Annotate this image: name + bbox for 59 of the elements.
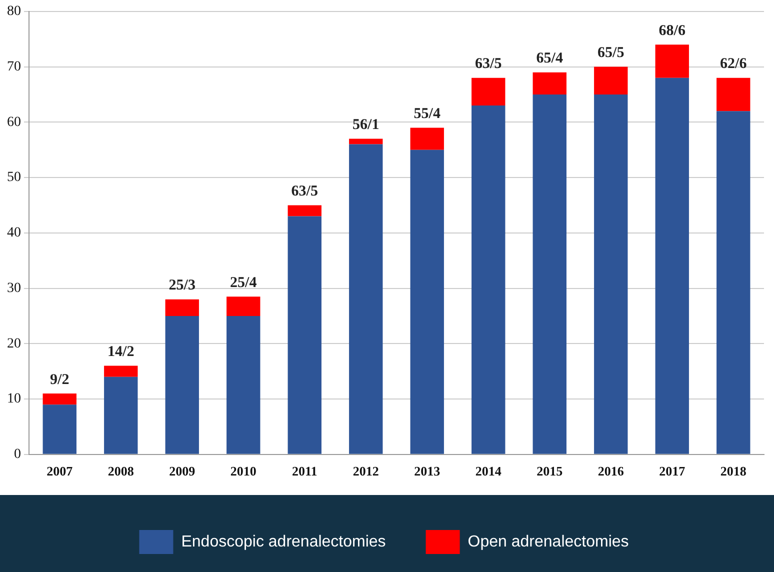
legend-label: Open adrenalectomies bbox=[468, 533, 629, 550]
bar bbox=[104, 376, 138, 454]
y-tick-label: 70 bbox=[7, 59, 21, 74]
total-label: 68/6 bbox=[658, 23, 686, 39]
bar bbox=[472, 78, 506, 106]
bar bbox=[716, 78, 750, 112]
x-tick-label: 2008 bbox=[108, 464, 134, 479]
bar bbox=[532, 72, 566, 94]
total-label: 55/4 bbox=[414, 106, 441, 122]
total-label: 9/2 bbox=[50, 372, 70, 388]
x-tick-label: 2018 bbox=[720, 464, 747, 479]
y-tick-label: 30 bbox=[7, 280, 21, 296]
x-tick-label: 2011 bbox=[292, 464, 318, 479]
total-label: 65/4 bbox=[536, 50, 564, 67]
total-label: 25/3 bbox=[168, 278, 196, 294]
x-tick-label: 2016 bbox=[598, 464, 624, 479]
bar bbox=[104, 366, 138, 377]
total-label: 63/5 bbox=[475, 56, 502, 72]
x-tick-label: 2012 bbox=[352, 464, 379, 479]
total-label: 63/5 bbox=[291, 184, 318, 200]
bar bbox=[42, 393, 76, 405]
x-tick-label: 2009 bbox=[169, 464, 196, 479]
bar bbox=[655, 44, 689, 78]
total-label: 25/4 bbox=[230, 274, 258, 291]
x-tick-label: 2017 bbox=[659, 464, 686, 479]
bar bbox=[472, 106, 506, 454]
total-label: 56/1 bbox=[352, 117, 380, 134]
y-tick-label: 60 bbox=[7, 114, 21, 130]
bar bbox=[165, 299, 199, 316]
bar bbox=[226, 316, 260, 454]
x-tick-label: 2010 bbox=[230, 464, 256, 479]
bar bbox=[410, 150, 444, 454]
bar bbox=[42, 404, 76, 454]
total-label: 62/6 bbox=[720, 56, 748, 72]
bar bbox=[226, 296, 260, 316]
y-tick-label: 40 bbox=[7, 226, 21, 241]
legend-label: Endoscopic adrenalectomies bbox=[181, 533, 386, 550]
x-tick-label: 2015 bbox=[536, 464, 564, 479]
bar bbox=[349, 144, 383, 454]
bar bbox=[532, 94, 566, 454]
y-tick-label: 0 bbox=[14, 447, 21, 462]
total-label: 65/5 bbox=[598, 45, 624, 62]
x-tick-label: 2007 bbox=[46, 464, 74, 479]
y-tick-label: 20 bbox=[7, 336, 21, 352]
bar bbox=[349, 138, 383, 144]
bar bbox=[288, 216, 322, 454]
bar bbox=[716, 111, 750, 454]
x-tick-label: 2013 bbox=[414, 464, 441, 479]
bar bbox=[594, 66, 628, 94]
x-tick-label: 2014 bbox=[475, 464, 502, 479]
y-tick-label: 10 bbox=[7, 392, 21, 407]
bar bbox=[288, 205, 322, 216]
bar bbox=[410, 128, 444, 150]
total-label: 14/2 bbox=[108, 344, 134, 360]
bar bbox=[594, 94, 628, 454]
bar bbox=[165, 316, 199, 454]
y-tick-label: 50 bbox=[7, 170, 21, 186]
bar bbox=[655, 78, 689, 454]
y-tick-label: 80 bbox=[7, 4, 21, 20]
